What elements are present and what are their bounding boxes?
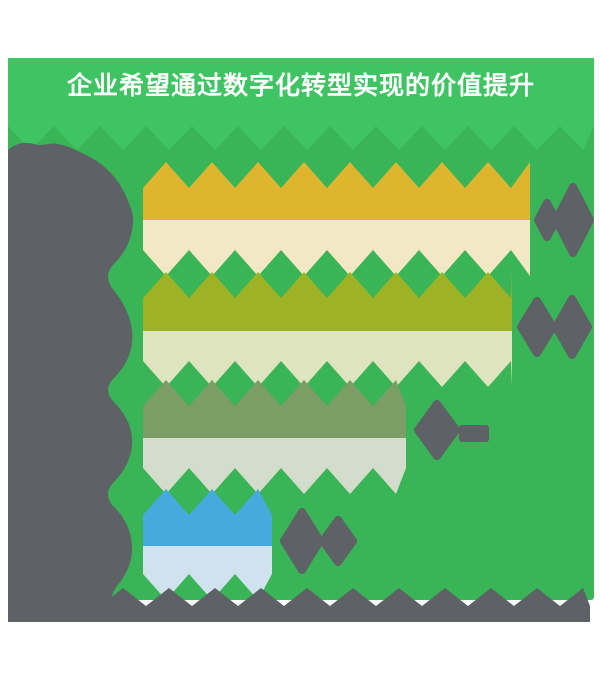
value-label-blob-2 [552, 295, 592, 359]
bar-3-light-half [143, 438, 406, 494]
bar-4-dark-half [143, 489, 272, 546]
value-label-blob-3 [459, 425, 489, 442]
footer-band [8, 588, 590, 622]
bar-1-light-half [143, 220, 530, 276]
value-label-blob-4 [319, 516, 357, 566]
bar-1-dark-half [143, 162, 530, 220]
value-label-blob-1 [552, 183, 594, 257]
chart-title: 企业希望通过数字化转型实现的价值提升 [67, 71, 535, 100]
bar-4-light-half [143, 546, 272, 600]
panel-header-zigzag [8, 58, 594, 150]
bar-3-dark-half [143, 380, 406, 438]
chart-shapes [8, 58, 594, 622]
value-label-blob-3 [414, 400, 460, 460]
bar-2-dark-half [143, 272, 512, 331]
bar-2-light-half [143, 331, 512, 387]
category-labels-blob [8, 142, 134, 622]
